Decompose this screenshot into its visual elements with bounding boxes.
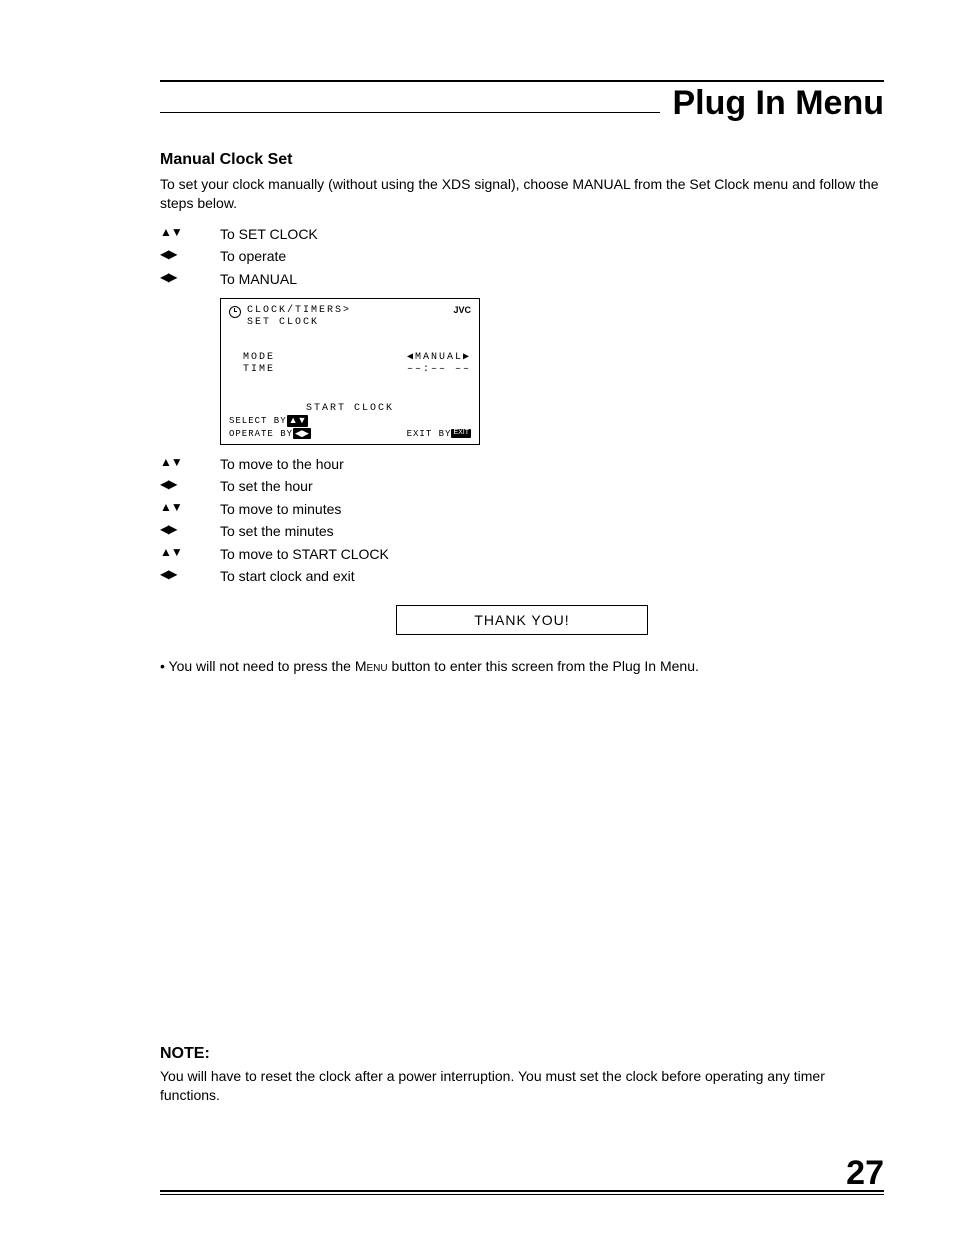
leftright-icon: ◀▶ <box>160 475 220 494</box>
footer-rule <box>160 1194 884 1195</box>
title-lead-rule <box>160 112 660 113</box>
exit-badge-icon: EXIT <box>451 429 471 438</box>
page-number: 27 <box>160 1156 884 1192</box>
updown-badge-icon: ▲▼ <box>287 415 309 426</box>
note-text: You will have to reset the clock after a… <box>160 1067 884 1105</box>
osd-screenshot: CLOCK/TIMERS> SET CLOCK JVC MODE ◀MANUAL… <box>220 298 884 445</box>
menu-word: Menu <box>355 658 388 674</box>
step-text: To SET CLOCK <box>220 223 318 245</box>
osd-path-2: SET CLOCK <box>247 317 319 328</box>
osd-time-label: TIME <box>243 364 275 377</box>
bullet-prefix: • You will not need to press the <box>160 658 355 674</box>
osd-breadcrumb: CLOCK/TIMERS> SET CLOCK <box>247 305 351 330</box>
thank-you-box: THANK YOU! <box>396 605 648 635</box>
step-text: To move to minutes <box>220 498 341 520</box>
step-text: To move to START CLOCK <box>220 543 389 565</box>
note-block: NOTE: You will have to reset the clock a… <box>160 1045 884 1115</box>
bullet-suffix: button to enter this screen from the Plu… <box>388 658 699 674</box>
step-text: To operate <box>220 245 286 267</box>
osd-foot-operate-text: OPERATE BY <box>229 429 293 439</box>
clock-icon <box>229 306 241 318</box>
step-row: ▲▼ To move to START CLOCK <box>160 543 884 565</box>
osd-foot-operate: OPERATE BY◀▶ <box>229 428 311 440</box>
top-rule <box>160 80 884 82</box>
osd-path-1: CLOCK/TIMERS> <box>247 305 351 316</box>
osd-time-value: ––:–– –– <box>407 364 471 377</box>
bullet-note: • You will not need to press the Menu bu… <box>160 657 884 676</box>
step-row: ◀▶ To set the hour <box>160 475 884 497</box>
step-row: ◀▶ To start clock and exit <box>160 565 884 587</box>
osd-mode-value: ◀MANUAL▶ <box>407 352 471 365</box>
step-row: ▲▼ To move to the hour <box>160 453 884 475</box>
steps-after-osd: ▲▼ To move to the hour ◀▶ To set the hou… <box>160 453 884 587</box>
step-text: To set the hour <box>220 475 313 497</box>
page-footer: 27 <box>160 1156 884 1195</box>
leftright-icon: ◀▶ <box>160 565 220 584</box>
leftright-icon: ◀▶ <box>160 245 220 264</box>
osd-foot-exit-text: EXIT BY <box>407 429 452 439</box>
step-text: To move to the hour <box>220 453 344 475</box>
step-row: ▲▼ To move to minutes <box>160 498 884 520</box>
leftright-badge-icon: ◀▶ <box>293 428 311 439</box>
brand-logo: JVC <box>453 305 471 316</box>
steps-before-osd: ▲▼ To SET CLOCK ◀▶ To operate ◀▶ To MANU… <box>160 223 884 290</box>
note-heading: NOTE: <box>160 1045 884 1063</box>
step-row: ◀▶ To operate <box>160 245 884 267</box>
updown-icon: ▲▼ <box>160 223 220 242</box>
osd-start-clock: START CLOCK <box>229 403 471 416</box>
chapter-title: Plug In Menu <box>672 84 884 123</box>
updown-icon: ▲▼ <box>160 498 220 517</box>
step-text: To start clock and exit <box>220 565 355 587</box>
leftright-icon: ◀▶ <box>160 268 220 287</box>
section-heading: Manual Clock Set <box>160 151 884 169</box>
step-text: To set the minutes <box>220 520 334 542</box>
osd-foot-select-text: SELECT BY <box>229 416 287 426</box>
updown-icon: ▲▼ <box>160 453 220 472</box>
updown-icon: ▲▼ <box>160 543 220 562</box>
osd-mode-label: MODE <box>243 352 275 365</box>
intro-text: To set your clock manually (without usin… <box>160 175 884 213</box>
osd-foot-exit: EXIT BYEXIT <box>407 429 471 440</box>
leftright-icon: ◀▶ <box>160 520 220 539</box>
title-row: Plug In Menu <box>160 84 884 123</box>
step-text: To MANUAL <box>220 268 297 290</box>
osd-foot-select: SELECT BY▲▼ <box>229 415 311 427</box>
step-row: ▲▼ To SET CLOCK <box>160 223 884 245</box>
step-row: ◀▶ To MANUAL <box>160 268 884 290</box>
step-row: ◀▶ To set the minutes <box>160 520 884 542</box>
